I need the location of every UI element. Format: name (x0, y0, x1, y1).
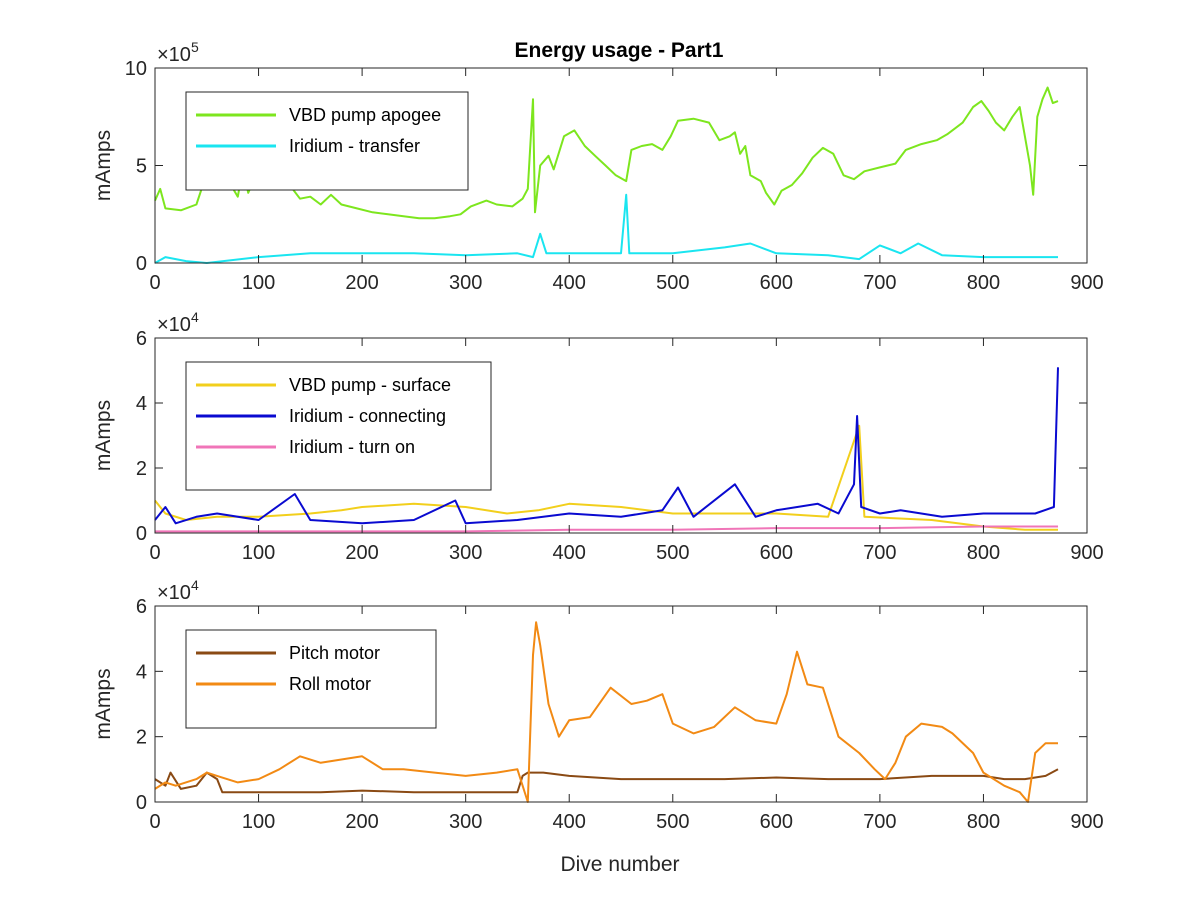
top-x-tick-label: 0 (149, 272, 160, 294)
top-x-tick-label: 400 (553, 272, 586, 294)
bottom-x-tick-label: 500 (656, 811, 689, 833)
top-x-tick-label: 200 (345, 272, 378, 294)
middle-y-tick-label: 4 (136, 393, 147, 415)
top-panel: 0 100 200 300 400 500 600 700 800 9000510×105mAmp… (92, 39, 1104, 294)
bottom-exponent-power: 4 (191, 577, 199, 593)
bottom-x-tick-label: 800 (967, 811, 1000, 833)
bottom-x-tick-label: 200 (345, 811, 378, 833)
bottom-x-tick-label: 0 (149, 811, 160, 833)
top-legend: VBD pump apogee Iridium - transfer (185, 91, 469, 191)
middle-legend: VBD pump - surface Iridium - connecting Ir… (185, 361, 492, 491)
bottom-x-tick-label: 700 (863, 811, 896, 833)
middle-x-tick-label: 300 (449, 542, 482, 564)
bottom-y-axis-label: mAmps (92, 668, 115, 739)
middle-legend-label-1: VBD pump - surface (289, 375, 451, 395)
middle-x-tick-label: 400 (553, 542, 586, 564)
top-legend-label-1: VBD pump apogee (289, 105, 441, 125)
middle-x-tick-label: 100 (242, 542, 275, 564)
top-y-tick-label: 5 (136, 156, 147, 178)
middle-legend-label-3: Iridium - turn on (289, 437, 415, 457)
middle-series-line-1 (154, 424, 1058, 531)
bottom-y-tick-label: 6 (136, 596, 147, 618)
middle-exponent-label: ×104 (157, 309, 199, 336)
x-axis-label: Dive number (560, 853, 679, 876)
bottom-x-tick-label: 400 (553, 811, 586, 833)
middle-x-tick-label: 500 (656, 542, 689, 564)
top-x-tick-label: 700 (863, 272, 896, 294)
bottom-exponent-base: ×10 (157, 582, 191, 604)
top-series-line-1 (154, 86, 1059, 220)
top-x-tick-label: 600 (760, 272, 793, 294)
middle-y-tick-label: 0 (136, 523, 147, 545)
bottom-x-tick-label: 100 (242, 811, 275, 833)
bottom-y-tick-label: 2 (136, 727, 147, 749)
bottom-y-tick-label: 0 (136, 792, 147, 814)
bottom-y-tick-label: 4 (136, 661, 147, 683)
bottom-exponent-label: ×104 (157, 577, 199, 604)
middle-x-tick-label: 200 (345, 542, 378, 564)
top-exponent-label: ×105 (157, 39, 199, 66)
middle-exponent-power: 4 (191, 309, 199, 325)
bottom-legend-label-2: Roll motor (289, 674, 371, 694)
bottom-x-tick-label: 900 (1070, 811, 1103, 833)
top-x-tick-label: 300 (449, 272, 482, 294)
top-y-axis-label: mAmps (92, 130, 115, 201)
middle-series-line-2 (154, 367, 1059, 525)
middle-exponent-base: ×10 (157, 314, 191, 336)
bottom-legend: Pitch motor Roll motor (185, 629, 437, 729)
middle-legend-label-2: Iridium - connecting (289, 406, 446, 426)
bottom-x-tick-label: 300 (449, 811, 482, 833)
top-y-tick-label: 10 (125, 58, 147, 80)
top-x-tick-label: 900 (1070, 272, 1103, 294)
bottom-legend-box (185, 629, 437, 729)
top-series-line-2 (154, 193, 1058, 264)
bottom-axes-box (154, 605, 1088, 803)
middle-y-axis-label: mAmps (92, 400, 115, 471)
top-legend-box (185, 91, 469, 191)
middle-y-tick-label: 2 (136, 458, 147, 480)
middle-panel: 0 100 200 300 400 500 600 700 800 9000246×104mAmp… (92, 309, 1104, 564)
middle-x-tick-label: 600 (760, 542, 793, 564)
middle-axes-box (154, 337, 1088, 534)
bottom-x-tick-label: 600 (760, 811, 793, 833)
top-legend-label-2: Iridium - transfer (289, 136, 420, 156)
top-x-tick-label: 500 (656, 272, 689, 294)
middle-legend-box (185, 361, 492, 491)
bottom-series-line-2 (154, 621, 1058, 803)
middle-x-tick-label: 900 (1070, 542, 1103, 564)
middle-y-tick-label: 6 (136, 328, 147, 350)
top-exponent-base: ×10 (157, 44, 191, 66)
bottom-panel: 0 100 200 300 400 500 600 700 800 9000246×104mAmp… (92, 577, 1104, 833)
middle-x-tick-label: 0 (149, 542, 160, 564)
top-exponent-power: 5 (191, 39, 199, 55)
middle-x-tick-label: 800 (967, 542, 1000, 564)
middle-series-line-3 (155, 525, 1058, 533)
bottom-legend-label-1: Pitch motor (289, 643, 380, 663)
top-x-tick-label: 100 (242, 272, 275, 294)
middle-x-tick-label: 700 (863, 542, 896, 564)
top-x-tick-label: 800 (967, 272, 1000, 294)
top-y-tick-label: 0 (136, 253, 147, 275)
figure-title: Energy usage - Part1 (515, 39, 724, 62)
